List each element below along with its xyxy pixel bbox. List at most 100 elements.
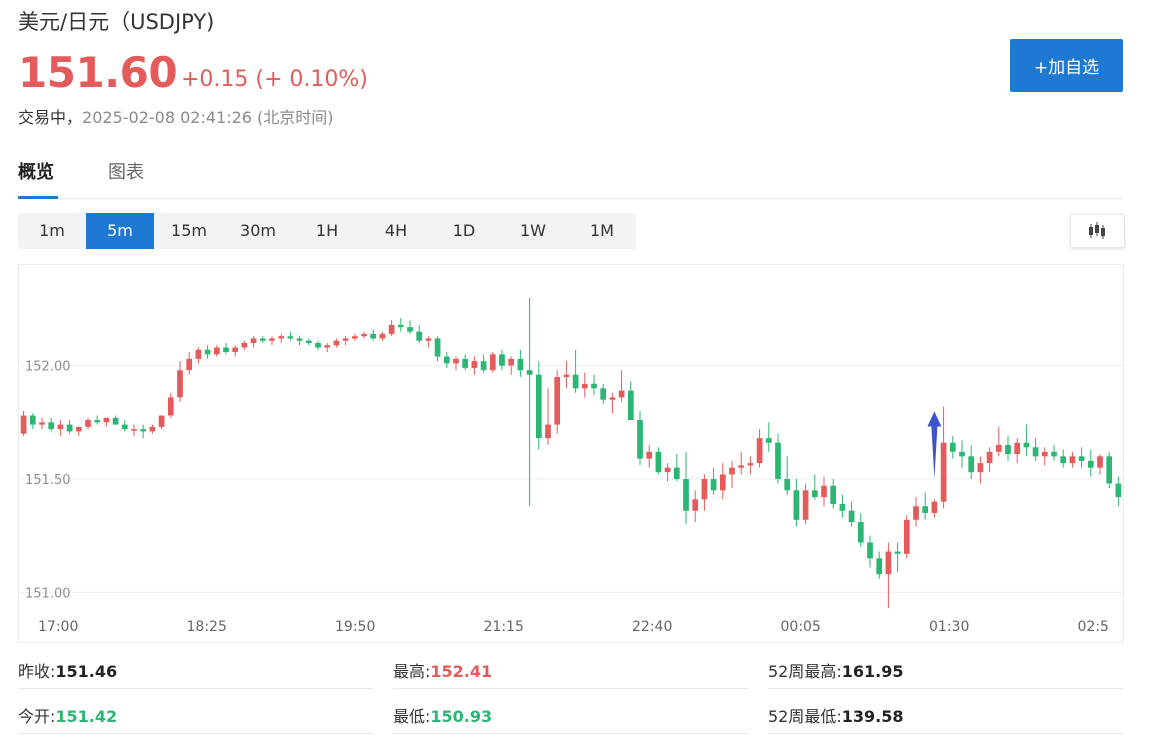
candle-body <box>1051 451 1057 457</box>
stat-value: 151.46 <box>55 662 118 681</box>
candle-body <box>821 485 827 498</box>
stat-label: 昨收: <box>18 662 56 681</box>
candle-body <box>223 347 229 353</box>
stat-label: 52周最低: <box>768 707 842 726</box>
price-change: +0.15 (+ 0.10%) <box>181 67 368 92</box>
up-arrow-icon <box>927 411 942 479</box>
candle-body <box>673 467 680 479</box>
candle-body <box>581 383 588 389</box>
candle-body <box>388 324 395 334</box>
candle-body <box>1115 483 1122 498</box>
y-tick-label: 151.50 <box>25 473 71 488</box>
candle-body <box>397 324 404 328</box>
price-chart[interactable]: 152.00 151.50 151.00 17:00 18:25 19:50 21:15 22… <box>18 264 1124 643</box>
candle-body <box>802 490 809 520</box>
candle-body <box>1087 460 1094 468</box>
x-tick-label: 17:00 <box>38 619 78 635</box>
stat-low: 最低:150.93 <box>393 697 748 734</box>
stat-label: 今开: <box>18 707 56 726</box>
candle-body <box>259 338 266 341</box>
instrument-title: 美元/日元（USDJPY) <box>18 10 215 34</box>
candle-body <box>250 338 257 343</box>
candle-body <box>618 390 625 398</box>
candle-body <box>591 383 597 389</box>
candle-body <box>885 551 892 575</box>
candle-body <box>121 424 128 430</box>
chart-type-toggle[interactable] <box>1070 214 1125 248</box>
timestamp: 2025-02-08 02:41:26 (北京时间) <box>82 108 334 127</box>
candle-body <box>1097 456 1103 468</box>
stat-value: 139.58 <box>841 707 904 726</box>
candle-body <box>75 426 82 432</box>
tab-bar: 概览 图表 <box>18 158 1123 199</box>
candle-body <box>315 343 321 348</box>
candle-body <box>563 374 570 377</box>
candle-body <box>407 327 413 332</box>
candle-body <box>609 397 616 400</box>
candle-body <box>131 429 137 431</box>
interval-1w[interactable]: 1W <box>520 221 546 240</box>
candle-body <box>241 343 248 348</box>
tab-overview[interactable]: 概览 <box>18 158 58 199</box>
candle-body <box>949 442 956 452</box>
interval-5m[interactable]: 5m <box>86 213 154 249</box>
candle-body <box>968 456 975 473</box>
candle-body <box>278 336 285 339</box>
candle-body <box>1106 456 1113 484</box>
interval-30m[interactable]: 30m <box>240 221 276 240</box>
trading-status-line: 交易中，2025-02-08 02:41:26 (北京时间) <box>18 104 334 128</box>
candle-body <box>324 345 331 348</box>
candle-body <box>646 451 653 459</box>
candle-body <box>453 358 459 364</box>
candle-body <box>793 490 800 520</box>
candle-body <box>269 338 275 341</box>
current-price: 151.60 <box>18 48 178 97</box>
candle-body <box>995 445 1002 452</box>
tab-chart[interactable]: 图表 <box>108 162 144 183</box>
candle-body <box>554 377 561 425</box>
candle-body <box>48 422 55 430</box>
candle-body <box>692 499 699 511</box>
add-watchlist-button[interactable]: +加自选 <box>1010 39 1123 92</box>
stat-label: 最低: <box>393 707 431 726</box>
x-tick-label: 01:30 <box>929 619 969 635</box>
candle-body <box>499 354 505 366</box>
stat-value: 151.42 <box>55 707 118 726</box>
candle-body <box>508 358 515 366</box>
interval-1m[interactable]: 1m <box>39 221 65 240</box>
candle-body <box>149 426 156 432</box>
interval-4h[interactable]: 4H <box>384 221 408 240</box>
candle-body <box>765 438 772 443</box>
interval-1mo[interactable]: 1M <box>590 221 614 240</box>
candle-body <box>931 501 938 513</box>
candle-body <box>85 420 91 427</box>
candle-body <box>94 420 101 423</box>
stats-panel: 昨收:151.46 最高:152.41 52周最高:161.95 今开:151.… <box>18 652 1123 743</box>
candle-body <box>480 361 487 371</box>
candle-body <box>784 479 791 491</box>
x-tick-label: 02:5 <box>1078 619 1109 635</box>
candle-body <box>876 558 883 575</box>
candle-body <box>1078 456 1085 461</box>
candle-body <box>545 424 551 439</box>
candle-body <box>351 336 358 339</box>
candle-body <box>517 358 524 371</box>
stat-high: 最高:152.41 <box>393 652 748 689</box>
candle-body <box>462 358 469 368</box>
x-tick-label: 19:50 <box>335 619 375 635</box>
candle-body <box>342 338 349 341</box>
candle-body <box>20 415 27 434</box>
stat-label: 最高: <box>393 662 431 681</box>
candle-body <box>416 331 423 341</box>
candle-body <box>204 349 211 355</box>
candle-body <box>747 463 754 466</box>
candle-body <box>1069 456 1076 464</box>
interval-1d[interactable]: 1D <box>452 221 476 240</box>
candle-body <box>710 479 717 491</box>
candle-body <box>839 503 846 511</box>
x-tick-label: 00:05 <box>781 619 821 635</box>
candle-body <box>489 354 496 371</box>
interval-15m[interactable]: 15m <box>171 221 207 240</box>
interval-1h[interactable]: 1H <box>315 221 339 240</box>
candle-body <box>232 347 239 353</box>
